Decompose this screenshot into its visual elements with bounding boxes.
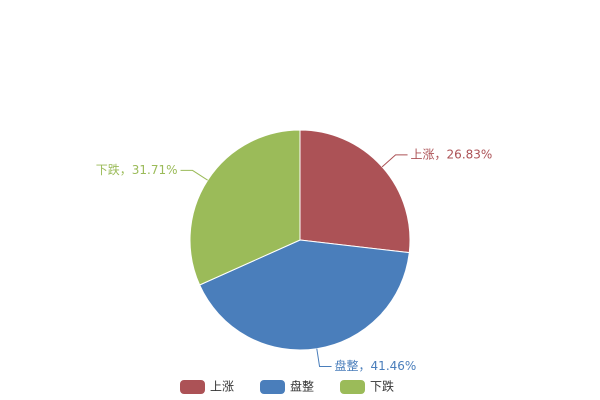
pie-slice <box>299 129 411 254</box>
legend-swatch <box>180 380 205 394</box>
legend-label: 上涨 <box>210 379 234 394</box>
leader-line <box>180 169 208 181</box>
pie-slice <box>198 239 410 351</box>
leader-line <box>316 348 332 367</box>
data-label: 下跌，31.71% <box>96 162 178 177</box>
leader-line <box>381 154 408 168</box>
legend-swatch <box>340 380 365 394</box>
data-label: 上涨，26.83% <box>411 146 493 161</box>
legend-label: 盘整 <box>290 379 314 394</box>
legend-label: 下跌 <box>370 379 394 394</box>
pie-slice <box>189 129 301 286</box>
data-label: 盘整，41.46% <box>335 358 417 373</box>
legend-swatch <box>260 380 285 394</box>
